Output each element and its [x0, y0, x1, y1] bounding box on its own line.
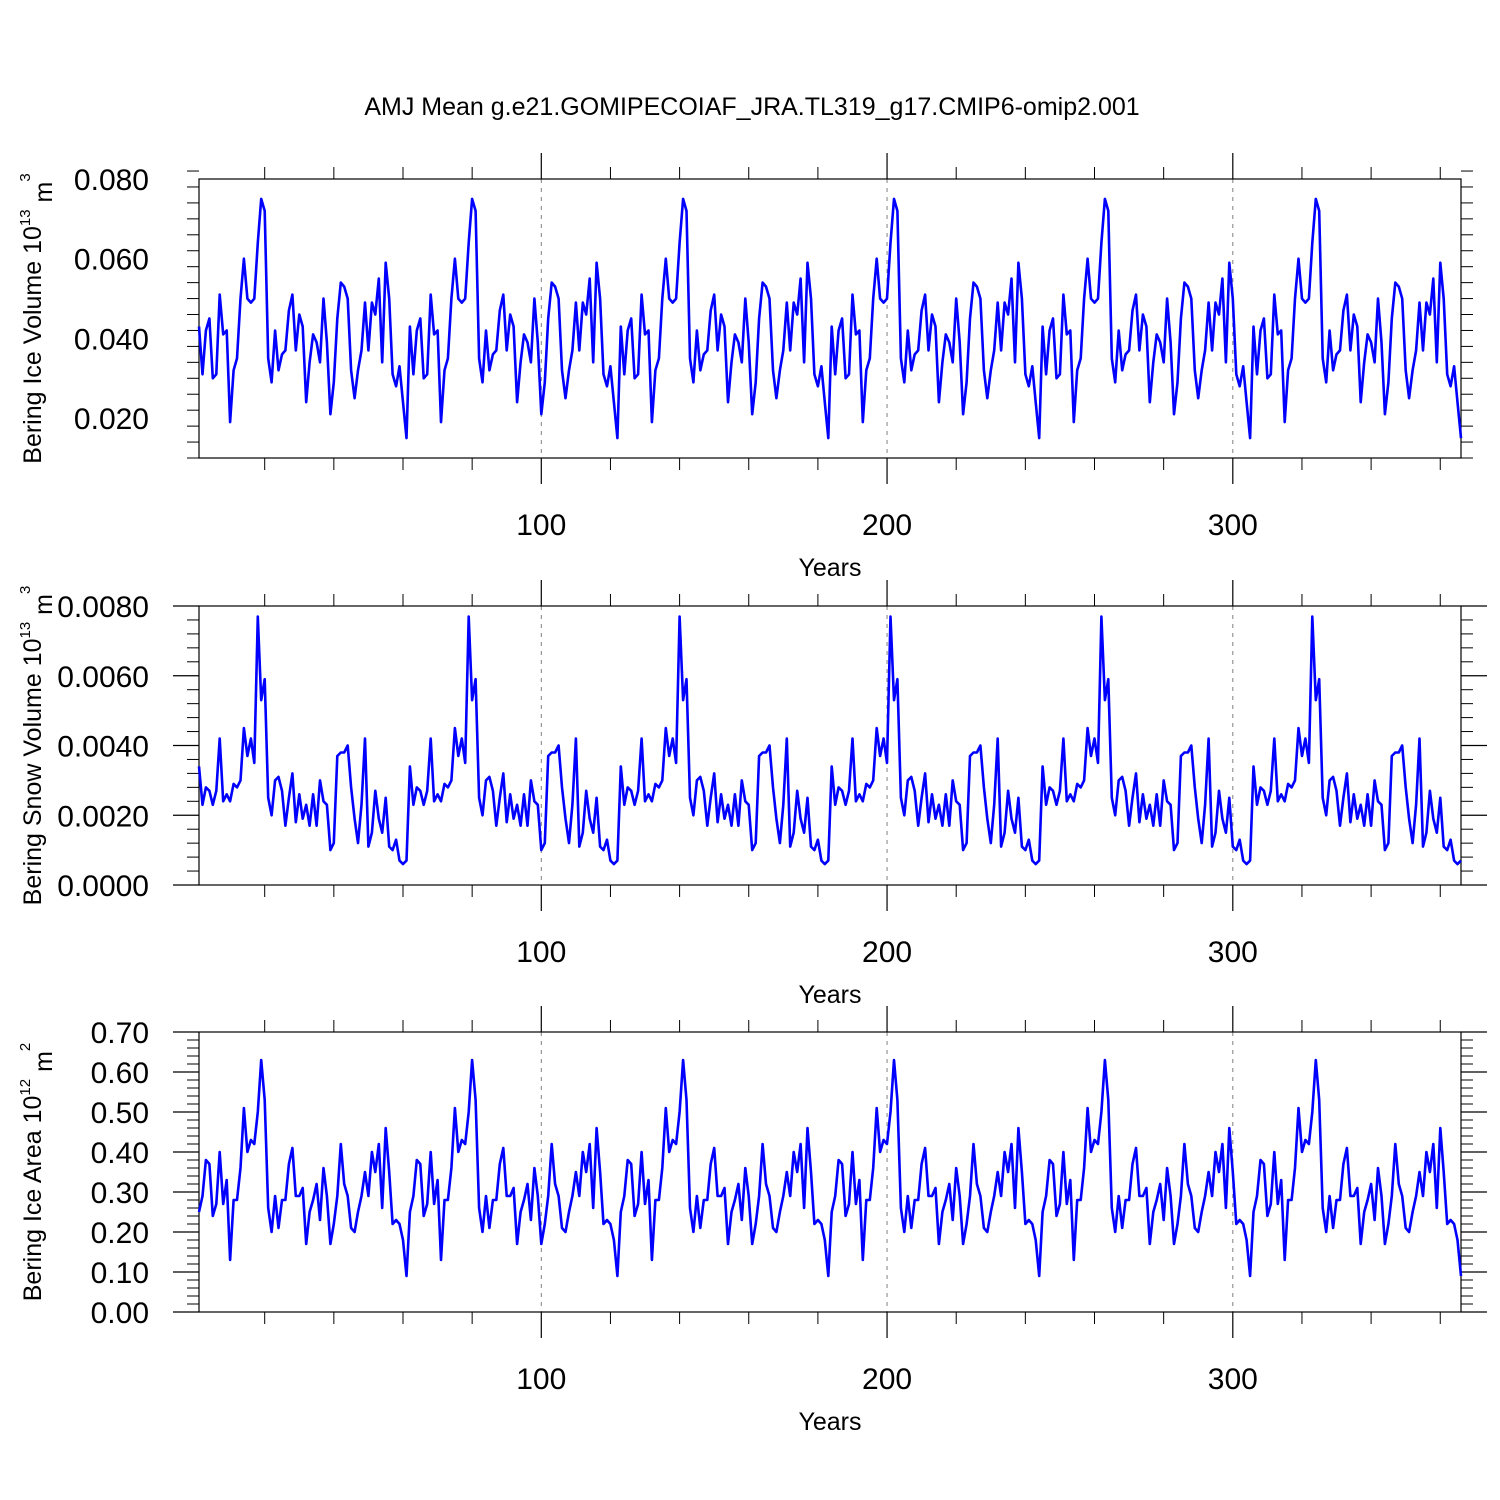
- y-axis-label: Bering Ice Volume 1013 m3: [17, 173, 58, 463]
- x-axis-label: Years: [798, 981, 861, 1009]
- y-tick-label: 0.50: [91, 1097, 149, 1130]
- y-tick-label: 0.70: [91, 1017, 149, 1050]
- x-tick-label: 300: [1208, 509, 1258, 542]
- plot-frame: [198, 1031, 1462, 1313]
- y-tick-label: 0.0060: [57, 661, 149, 694]
- y-tick-label: 0.40: [91, 1137, 149, 1170]
- x-tick-label: 100: [516, 1363, 566, 1396]
- y-tick-label: 0.0020: [57, 800, 149, 833]
- panel-bottom: 100 200 300 0.00 0.10 0.20 0.30 0.40 0.50 0.60 0.7…: [17, 1006, 1487, 1436]
- panel-middle: 100 200 300 0.0000 0.0020 0.0040 0.0060 0.0080 Y…: [17, 580, 1487, 1009]
- x-tick-label: 200: [862, 509, 912, 542]
- series-line: [197, 1058, 1463, 1278]
- y-tick-label: 0.060: [74, 244, 149, 277]
- series-line: [197, 615, 1462, 866]
- x-tick-label: 200: [862, 936, 912, 969]
- y-tick-label: 0.0040: [57, 731, 149, 764]
- y-tick-label: 0.080: [74, 164, 149, 197]
- x-tick-label: 300: [1208, 936, 1258, 969]
- x-axis-label: Years: [798, 554, 861, 582]
- x-tick-label: 100: [516, 936, 566, 969]
- series-line: [197, 197, 1463, 440]
- x-tick-label: 300: [1208, 1363, 1258, 1396]
- panel-top: 100 200 300 0.020 0.040 0.060 0.080 Years Bering…: [17, 153, 1473, 582]
- y-tick-label: 0.60: [91, 1057, 149, 1090]
- y-axis-label: Bering Snow Volume 1013 m3: [17, 586, 58, 906]
- y-tick-label: 0.0080: [57, 591, 149, 624]
- x-tick-label: 100: [516, 509, 566, 542]
- y-tick-label: 0.040: [74, 323, 149, 356]
- x-axis-label: Years: [798, 1408, 861, 1436]
- chart-title: AMJ Mean g.e21.GOMIPECOIAF_JRA.TL319_g17…: [364, 93, 1139, 121]
- y-axis-label: Bering Ice Area 1012 m2: [17, 1043, 58, 1302]
- y-tick-label: 0.0000: [57, 870, 149, 903]
- y-tick-label: 0.10: [91, 1257, 149, 1290]
- y-tick-label: 0.020: [74, 403, 149, 436]
- x-tick-label: 200: [862, 1363, 912, 1396]
- plot-frame: [198, 178, 1462, 459]
- y-tick-label: 0.30: [91, 1177, 149, 1210]
- y-tick-label: 0.00: [91, 1297, 149, 1330]
- y-tick-label: 0.20: [91, 1217, 149, 1250]
